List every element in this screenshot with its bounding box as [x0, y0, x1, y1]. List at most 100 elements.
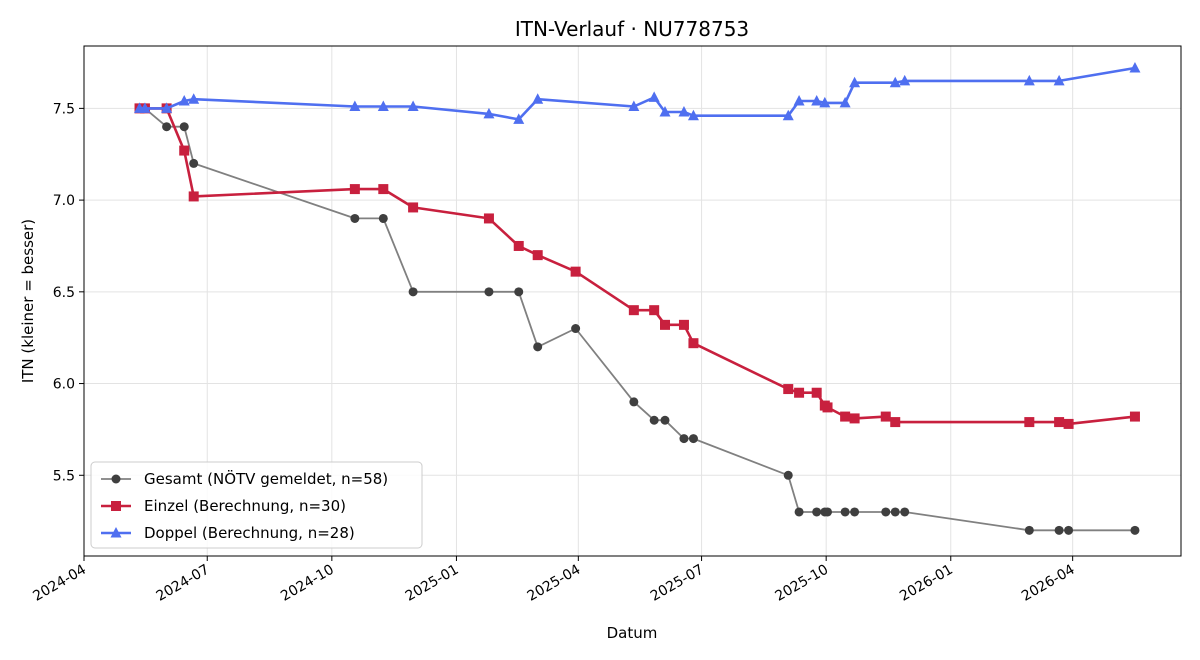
- data-point: [811, 95, 823, 106]
- data-point: [408, 202, 419, 213]
- series-triangle: [134, 62, 1141, 124]
- data-point: [533, 342, 543, 352]
- legend-marker: [110, 527, 122, 538]
- data-point: [840, 411, 851, 422]
- data-point: [629, 397, 639, 407]
- data-point: [1053, 74, 1065, 86]
- data-point: [659, 106, 671, 117]
- data-point: [514, 287, 524, 297]
- y-axis-label: ITN (kleiner = besser): [19, 219, 37, 383]
- series-circle: [135, 103, 1140, 535]
- data-point: [178, 95, 190, 106]
- x-tick-label: 2024-10: [278, 562, 337, 605]
- legend-box: [90, 461, 423, 549]
- data-point: [189, 158, 199, 168]
- data-point: [188, 191, 199, 202]
- data-point: [678, 106, 690, 117]
- y-tick-label: 5.5: [53, 468, 75, 484]
- data-point: [849, 413, 860, 424]
- data-point: [628, 305, 639, 316]
- data-point: [350, 213, 360, 223]
- data-point: [648, 91, 660, 102]
- data-point: [850, 507, 860, 517]
- legend-label: Gesamt (NÖTV gemeldet, n=58): [144, 469, 388, 488]
- data-point: [839, 96, 851, 108]
- data-point: [483, 107, 495, 119]
- data-point: [1023, 74, 1035, 86]
- series-line: [139, 66, 1136, 121]
- x-tick-label: 2026-04: [1019, 562, 1078, 605]
- series-layer: [134, 62, 1141, 535]
- data-point: [849, 76, 861, 88]
- data-point: [161, 102, 173, 113]
- x-tick-label: 2025-01: [403, 562, 462, 605]
- data-point: [899, 74, 911, 86]
- data-point: [378, 213, 388, 223]
- data-point: [649, 415, 659, 425]
- data-point: [890, 507, 900, 517]
- data-point: [783, 470, 793, 480]
- data-point: [811, 387, 822, 398]
- legend-marker: [111, 474, 121, 484]
- chart-title: ITN-Verlauf · NU778753: [515, 17, 749, 41]
- data-point: [794, 387, 805, 398]
- data-point: [840, 507, 850, 517]
- data-point: [1129, 62, 1141, 73]
- data-point: [532, 250, 543, 261]
- data-point: [483, 213, 494, 224]
- data-point: [1054, 525, 1064, 535]
- data-point: [1024, 525, 1034, 535]
- data-point: [889, 76, 901, 88]
- data-point: [628, 100, 640, 112]
- series-square: [134, 103, 1140, 429]
- data-point: [513, 113, 525, 124]
- y-tick-label: 6.5: [53, 285, 75, 301]
- data-point: [1064, 525, 1074, 535]
- legend-label: Einzel (Berechnung, n=30): [144, 497, 346, 515]
- data-point: [408, 287, 418, 297]
- x-axis-label: Datum: [607, 624, 658, 642]
- legend-marker: [111, 501, 121, 511]
- data-point: [793, 95, 805, 106]
- x-tick-label: 2025-10: [773, 562, 832, 605]
- data-point: [822, 402, 833, 413]
- x-tick-label: 2024-07: [154, 562, 213, 605]
- data-point: [1129, 411, 1140, 422]
- data-point: [1130, 525, 1140, 535]
- data-point: [571, 324, 581, 334]
- data-point: [660, 319, 671, 330]
- data-point: [812, 507, 822, 517]
- data-point: [880, 411, 891, 422]
- y-tick-label: 7.5: [53, 101, 75, 117]
- data-point: [688, 434, 698, 444]
- legend-label: Doppel (Berechnung, n=28): [144, 524, 355, 542]
- data-point: [188, 93, 200, 104]
- data-point: [378, 184, 389, 195]
- data-point: [1063, 418, 1074, 429]
- x-tick-label: 2026-01: [897, 562, 956, 605]
- data-point: [179, 145, 190, 156]
- y-tick-label: 7.0: [53, 193, 75, 209]
- data-point: [179, 122, 189, 132]
- x-tick-label: 2024-04: [30, 562, 89, 605]
- y-tick-label: 6.0: [53, 377, 75, 393]
- data-point: [649, 305, 660, 316]
- data-point: [881, 507, 891, 517]
- data-point: [1054, 417, 1065, 428]
- data-point: [1024, 417, 1035, 428]
- data-point: [679, 434, 689, 444]
- series-line: [139, 107, 1136, 426]
- data-point: [349, 184, 360, 195]
- data-point: [794, 507, 804, 517]
- data-point: [377, 100, 389, 112]
- x-tick-label: 2025-04: [525, 562, 584, 605]
- data-point: [688, 338, 699, 349]
- data-point: [532, 93, 544, 104]
- data-point: [678, 319, 689, 330]
- x-tick-label: 2025-07: [648, 562, 707, 605]
- data-point: [484, 287, 494, 297]
- data-point: [782, 109, 794, 121]
- data-point: [407, 100, 419, 112]
- data-point: [687, 109, 699, 121]
